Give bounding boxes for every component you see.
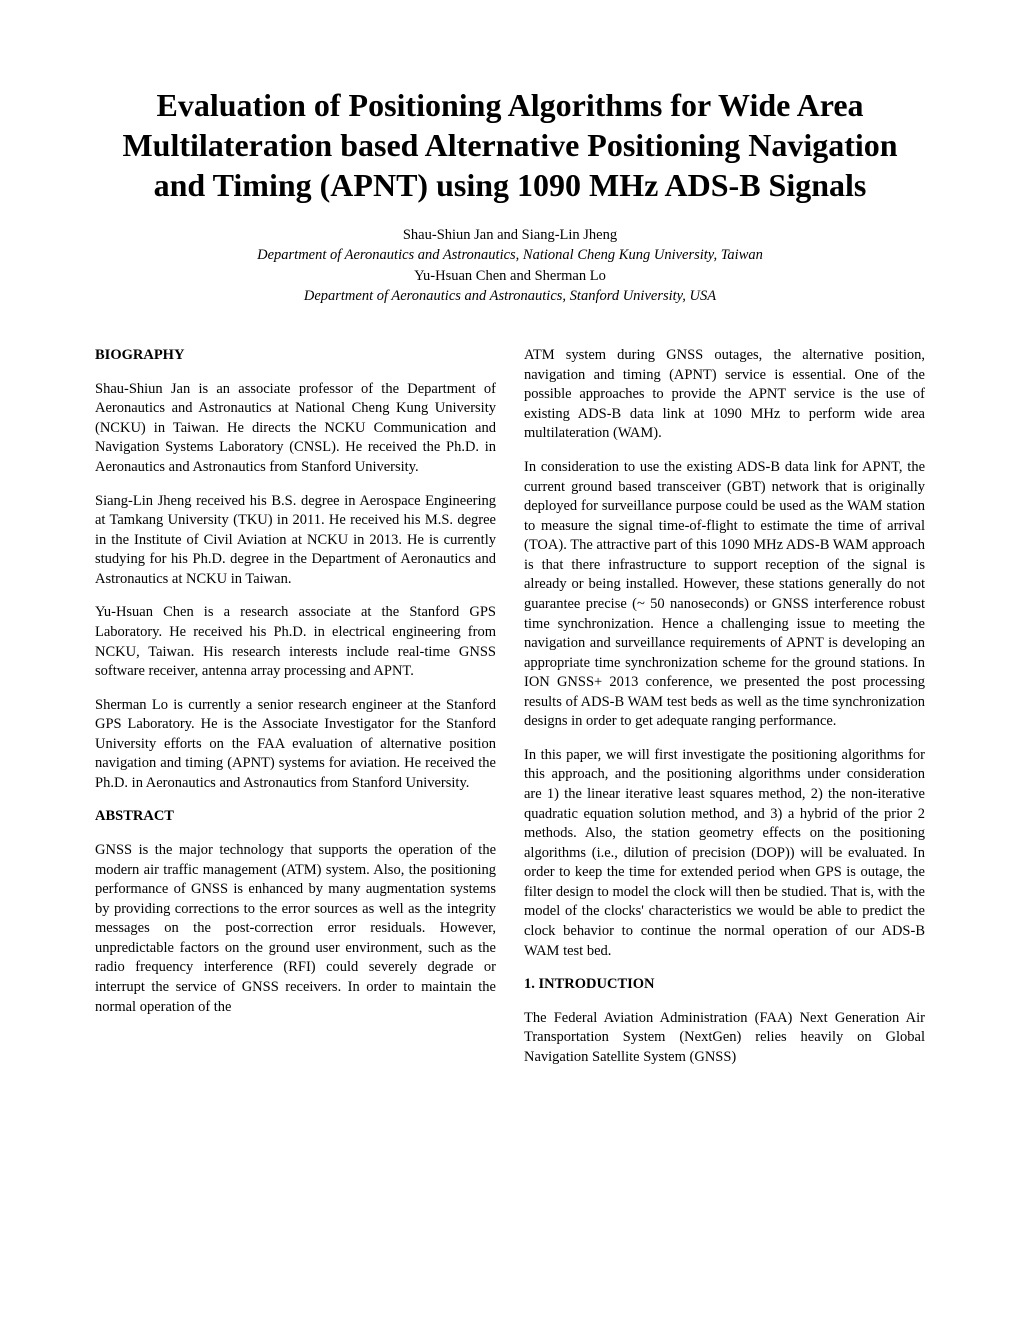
authors-block: Shau-Shiun Jan and Siang-Lin Jheng Depar…: [95, 225, 925, 306]
abstract-paragraph-3: In consideration to use the existing ADS…: [524, 458, 925, 732]
introduction-heading: 1. INTRODUCTION: [524, 975, 925, 995]
bio-paragraph-1: Shau-Shiun Jan is an associate professor…: [95, 380, 496, 478]
bio-paragraph-4: Sherman Lo is currently a senior researc…: [95, 696, 496, 794]
abstract-paragraph-1: GNSS is the major technology that suppor…: [95, 841, 496, 1017]
bio-paragraph-2: Siang-Lin Jheng received his B.S. degree…: [95, 492, 496, 590]
abstract-paragraph-2: ATM system during GNSS outages, the alte…: [524, 346, 925, 444]
bio-paragraph-3: Yu-Hsuan Chen is a research associate at…: [95, 603, 496, 681]
abstract-paragraph-4: In this paper, we will first investigate…: [524, 746, 925, 961]
body-columns: BIOGRAPHY Shau-Shiun Jan is an associate…: [95, 346, 925, 1067]
abstract-heading: ABSTRACT: [95, 807, 496, 827]
biography-heading: BIOGRAPHY: [95, 346, 496, 366]
intro-paragraph-1: The Federal Aviation Administration (FAA…: [524, 1009, 925, 1068]
author-names-1: Shau-Shiun Jan and Siang-Lin Jheng: [95, 225, 925, 245]
paper-title: Evaluation of Positioning Algorithms for…: [95, 85, 925, 205]
affiliation-2: Department of Aeronautics and Astronauti…: [95, 286, 925, 306]
author-names-2: Yu-Hsuan Chen and Sherman Lo: [95, 266, 925, 286]
affiliation-1: Department of Aeronautics and Astronauti…: [95, 245, 925, 265]
